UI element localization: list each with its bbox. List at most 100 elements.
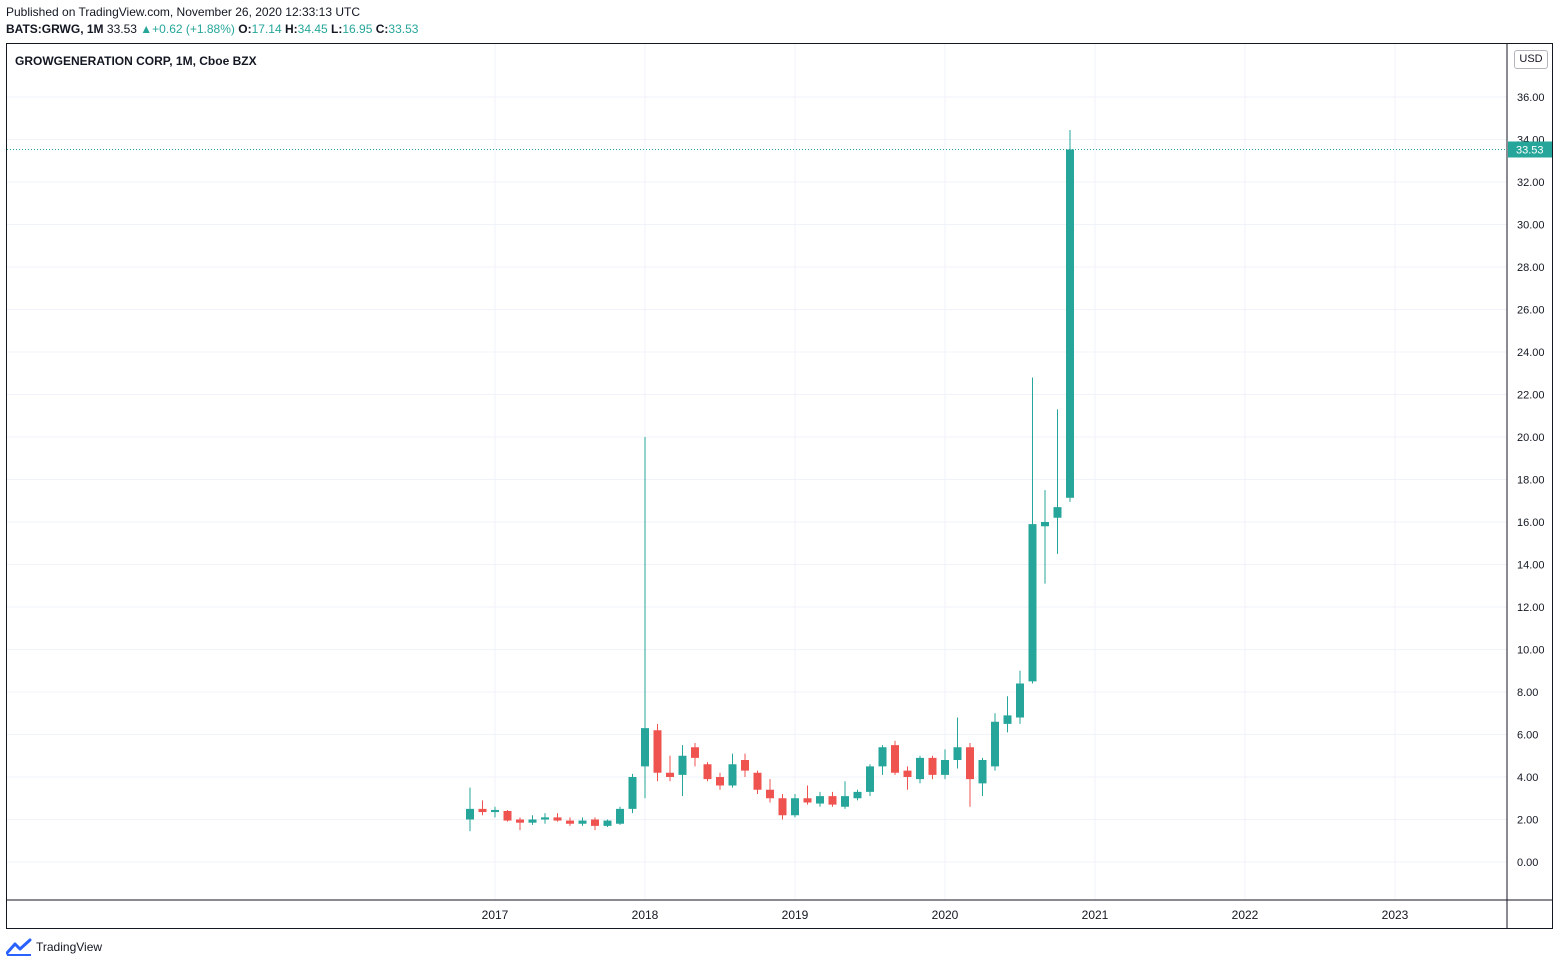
candle-body [778,798,787,816]
candle[interactable] [516,817,524,831]
candle-body [528,819,537,823]
candle[interactable] [1041,490,1049,584]
candle-body [578,820,587,824]
candle[interactable] [941,749,949,780]
open-value: 17.14 [251,22,282,36]
high-label: H: [284,22,298,36]
candle[interactable] [728,753,737,788]
candle[interactable] [928,755,937,780]
candle[interactable] [828,791,837,807]
candle[interactable] [528,815,537,825]
candle[interactable] [966,743,974,807]
candle[interactable] [916,755,924,784]
candle[interactable] [491,806,499,818]
candle[interactable] [678,745,687,797]
candle-body [841,796,849,807]
y-tick-label: 0.00 [1517,857,1538,869]
y-tick-label: 26.00 [1517,305,1545,317]
candle-body [891,745,899,773]
candle[interactable] [541,813,549,824]
candle[interactable] [903,766,912,790]
candle[interactable] [878,745,887,775]
candle[interactable] [1053,409,1062,554]
candle[interactable] [641,437,649,799]
candle[interactable] [553,813,562,822]
y-tick-label: 12.00 [1517,602,1545,614]
candle[interactable] [841,781,849,809]
candle[interactable] [891,740,899,775]
candle-body [628,777,637,809]
candle[interactable] [978,757,987,797]
candle-body [791,798,799,816]
candle-body [566,820,574,824]
candle[interactable] [1066,129,1074,502]
change-value: +0.62 (+1.88%) [152,22,235,36]
candle-body [816,796,824,804]
footer-brand[interactable]: TradingView [6,938,102,956]
candle[interactable] [478,800,487,816]
y-tick-label: 2.00 [1517,815,1538,827]
candle[interactable] [766,779,774,803]
x-tick-label: 2019 [782,908,809,922]
candle[interactable] [953,717,962,769]
candle[interactable] [816,791,824,807]
candle[interactable] [1003,696,1012,733]
currency-button[interactable]: USD [1514,50,1548,69]
candle-body [991,721,999,767]
x-tick-label: 2017 [482,908,509,922]
candle[interactable] [503,809,512,822]
candle[interactable] [691,743,699,767]
published-line: Published on TradingView.com, November 2… [6,5,360,19]
candle-body [666,772,674,777]
candle[interactable] [778,794,787,820]
candle-body [753,772,762,790]
candle[interactable] [653,723,662,782]
candle[interactable] [853,789,862,801]
y-tick-label: 24.00 [1517,347,1545,359]
chart-title: GROWGENERATION CORP, 1M, Cboe BZX [15,54,257,68]
candle[interactable] [1028,377,1037,684]
candle[interactable] [603,819,612,827]
x-tick-label: 2021 [1082,908,1109,922]
candle-body [728,764,737,786]
candle[interactable] [578,817,587,826]
y-tick-label: 18.00 [1517,475,1545,487]
candle[interactable] [703,762,712,782]
close-value: 33.53 [388,22,419,36]
candle-body [603,820,612,826]
candle[interactable] [1016,670,1024,724]
low-label: L: [331,22,343,36]
candle-body [1016,683,1024,718]
close-label: C: [375,22,389,36]
candle[interactable] [466,787,474,832]
high-value: 34.45 [297,22,328,36]
candle[interactable] [991,713,999,771]
candle[interactable] [616,806,624,825]
candle[interactable] [591,817,599,831]
candle-body [1028,524,1037,682]
candle[interactable] [566,817,574,826]
candle-body [716,777,724,786]
candle-body [503,811,512,821]
candle[interactable] [741,753,749,777]
x-tick-label: 2023 [1382,908,1409,922]
candle-body [766,789,774,799]
candle-body [553,817,562,821]
low-value: 16.95 [342,22,373,36]
candle[interactable] [791,794,799,818]
tradingview-logo-icon [6,938,32,956]
candle-body [878,747,887,767]
candle[interactable] [866,764,874,797]
candle[interactable] [666,755,674,782]
candle[interactable] [803,785,812,805]
ohlc-legend: BATS:GRWG, 1M 33.53 ▲+0.62 (+1.88%) O:17… [6,22,418,36]
open-label: O: [238,22,252,36]
candle-body [1041,522,1049,527]
x-tick-label: 2022 [1232,908,1259,922]
candle-body [703,764,712,780]
candle[interactable] [716,772,724,790]
x-tick-label: 2018 [632,908,659,922]
candle[interactable] [628,773,637,814]
candle[interactable] [753,770,762,794]
